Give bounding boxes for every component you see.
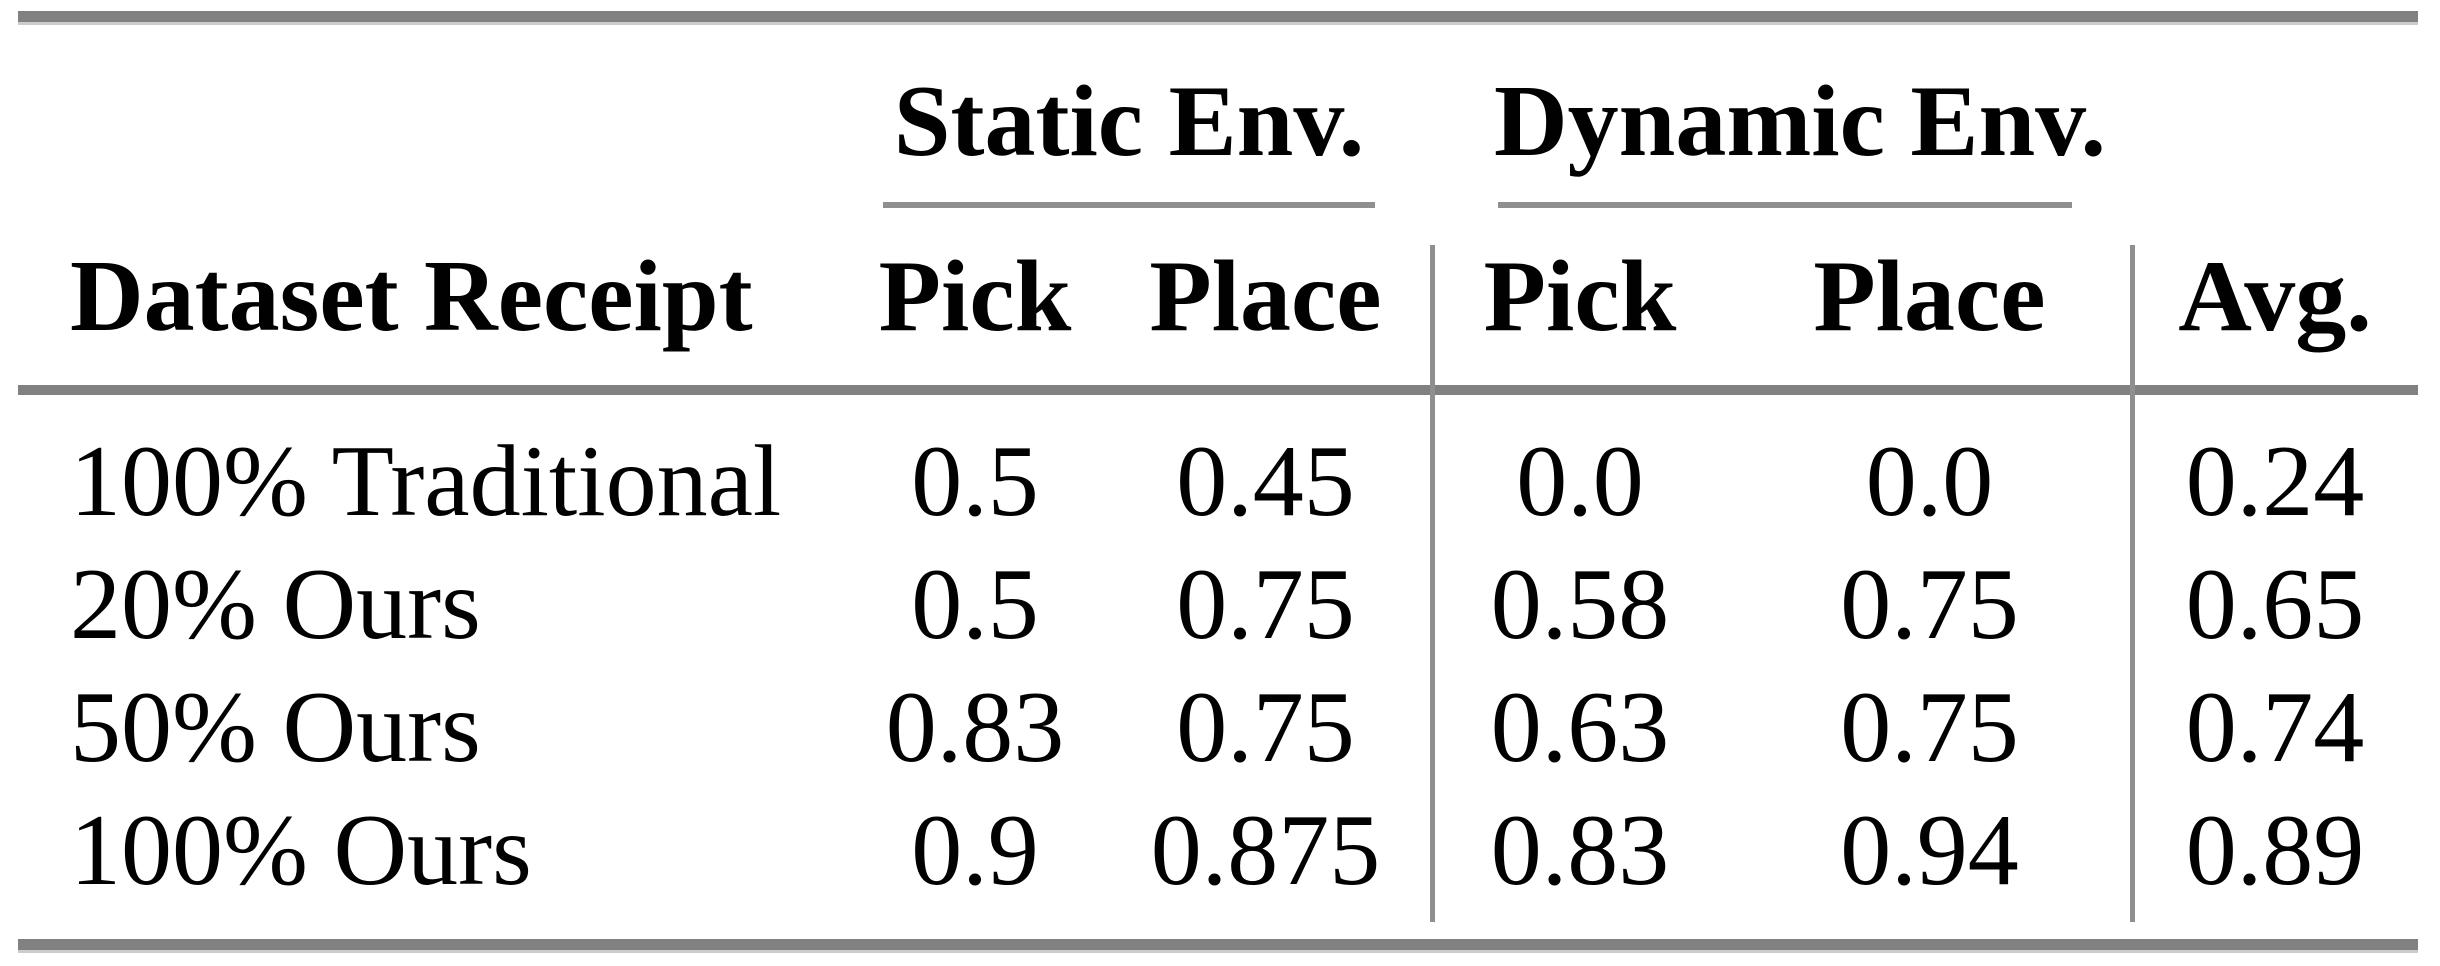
- static-env-cmidrule: [883, 202, 1375, 208]
- vertical-separator-static-dynamic: [1430, 245, 1435, 922]
- cell-dynamic-place: 0.75: [1840, 548, 2019, 661]
- row-label: 100% Traditional: [70, 425, 782, 538]
- row-label: 20% Ours: [70, 548, 481, 661]
- cell-avg: 0.65: [2185, 548, 2365, 661]
- row-label: 100% Ours: [70, 794, 532, 907]
- column-header-static-pick: Pick: [878, 240, 1072, 353]
- dynamic-env-cmidrule: [1498, 202, 2072, 208]
- cell-dynamic-place: 0.0: [1865, 425, 1994, 538]
- column-header-avg: Avg.: [2178, 240, 2372, 353]
- cell-static-pick: 0.5: [911, 425, 1039, 538]
- vertical-separator-dynamic-avg: [2130, 245, 2135, 922]
- cell-static-place: 0.45: [1176, 425, 1355, 538]
- column-header-dataset-receipt: Dataset Receipt: [70, 240, 753, 353]
- column-header-dynamic-pick: Pick: [1483, 240, 1677, 353]
- cell-static-pick: 0.9: [911, 794, 1039, 907]
- cell-static-pick: 0.83: [885, 671, 1065, 784]
- cell-static-place: 0.875: [1150, 794, 1381, 907]
- group-header-dynamic-env: Dynamic Env.: [1493, 65, 2107, 178]
- column-header-dynamic-place: Place: [1813, 240, 2046, 353]
- column-header-static-place: Place: [1149, 240, 1382, 353]
- header-mid-rule: [18, 385, 2418, 395]
- cell-dynamic-pick: 0.0: [1516, 425, 1644, 538]
- cell-avg: 0.89: [2185, 794, 2365, 907]
- row-label: 50% Ours: [70, 671, 481, 784]
- cell-static-place: 0.75: [1176, 671, 1355, 784]
- cell-dynamic-place: 0.75: [1840, 671, 2019, 784]
- cell-static-place: 0.75: [1176, 548, 1355, 661]
- top-rule: [18, 11, 2418, 25]
- cell-dynamic-place: 0.94: [1840, 794, 2019, 907]
- cell-avg: 0.24: [2185, 425, 2365, 538]
- cell-dynamic-pick: 0.58: [1490, 548, 1670, 661]
- cell-dynamic-pick: 0.63: [1490, 671, 1670, 784]
- bottom-rule: [18, 939, 2418, 953]
- cell-static-pick: 0.5: [911, 548, 1039, 661]
- group-header-static-env: Static Env.: [893, 65, 1365, 178]
- cell-avg: 0.74: [2185, 671, 2365, 784]
- cell-dynamic-pick: 0.83: [1490, 794, 1670, 907]
